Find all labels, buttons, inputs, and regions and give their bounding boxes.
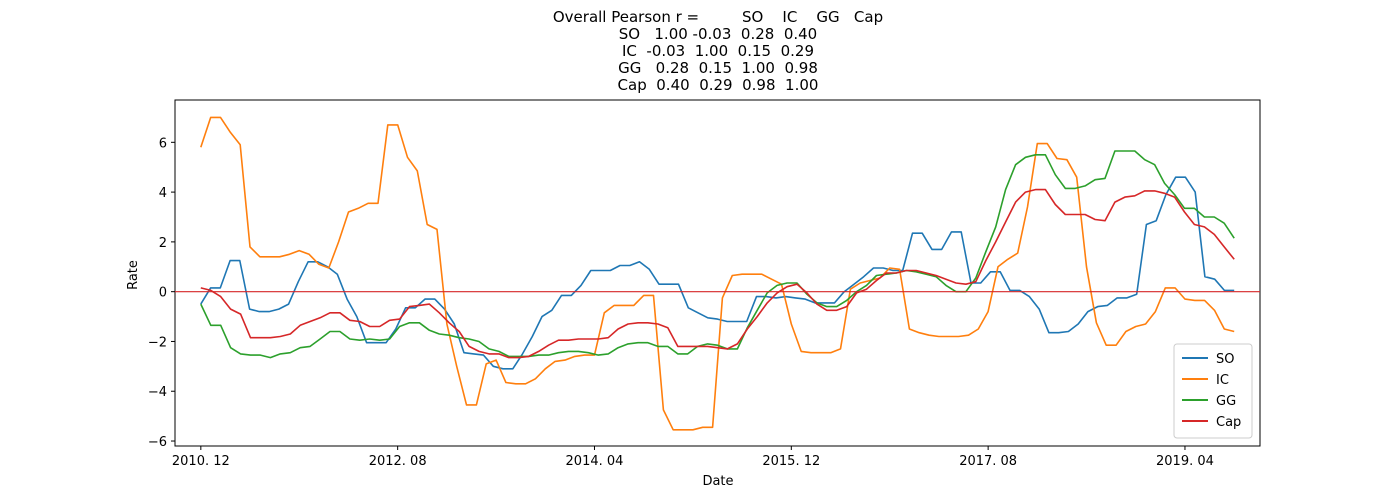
chart-title: Overall Pearson r = SO IC GG Cap SO 1.00… — [553, 8, 883, 94]
title-line-2: SO 1.00 -0.03 0.28 0.40 — [619, 25, 817, 43]
series-line-cap — [200, 188, 1235, 359]
x-tick-label: 2012. 08 — [369, 454, 427, 469]
y-axis-label: Rate — [126, 260, 141, 290]
legend-label-so: SO — [1216, 352, 1234, 367]
y-tick-label: 4 — [159, 186, 167, 201]
x-tick-label: 2019. 04 — [1156, 454, 1214, 469]
x-tick-label: 2010. 12 — [172, 454, 230, 469]
title-line-5: Cap 0.40 0.29 0.98 1.00 — [618, 76, 819, 94]
legend: SO IC GG Cap — [1173, 343, 1253, 439]
legend-label-gg: GG — [1216, 394, 1236, 409]
plot-area: 6 4 2 0 −2 −4 −6 2010. 12 2012. 08 2014. 04 2015. … — [148, 99, 1261, 469]
x-tick-label: 2017. 08 — [959, 454, 1017, 469]
x-tick-label: 2015. 12 — [762, 454, 820, 469]
y-tick-label: 0 — [159, 286, 167, 301]
legend-label-cap: Cap — [1216, 415, 1241, 430]
series-line-ic — [200, 116, 1235, 431]
y-tick-label: −4 — [148, 385, 167, 400]
title-line-1: Overall Pearson r = SO IC GG Cap — [553, 8, 883, 26]
y-tick-label: −2 — [148, 335, 167, 350]
series-line-so — [200, 176, 1235, 370]
y-tick-label: 2 — [159, 236, 167, 251]
x-tick-label: 2014. 04 — [566, 454, 624, 469]
title-line-4: GG 0.28 0.15 1.00 0.98 — [618, 59, 818, 77]
plot-frame — [174, 99, 1261, 447]
series-line-gg — [200, 150, 1235, 359]
x-axis-label: Date — [702, 474, 733, 489]
y-tick-label: −6 — [148, 435, 167, 450]
title-line-3: IC -0.03 1.00 0.15 0.29 — [622, 42, 814, 60]
legend-box — [1173, 343, 1253, 439]
y-tick-label: 6 — [159, 136, 167, 151]
legend-label-ic: IC — [1216, 373, 1229, 388]
